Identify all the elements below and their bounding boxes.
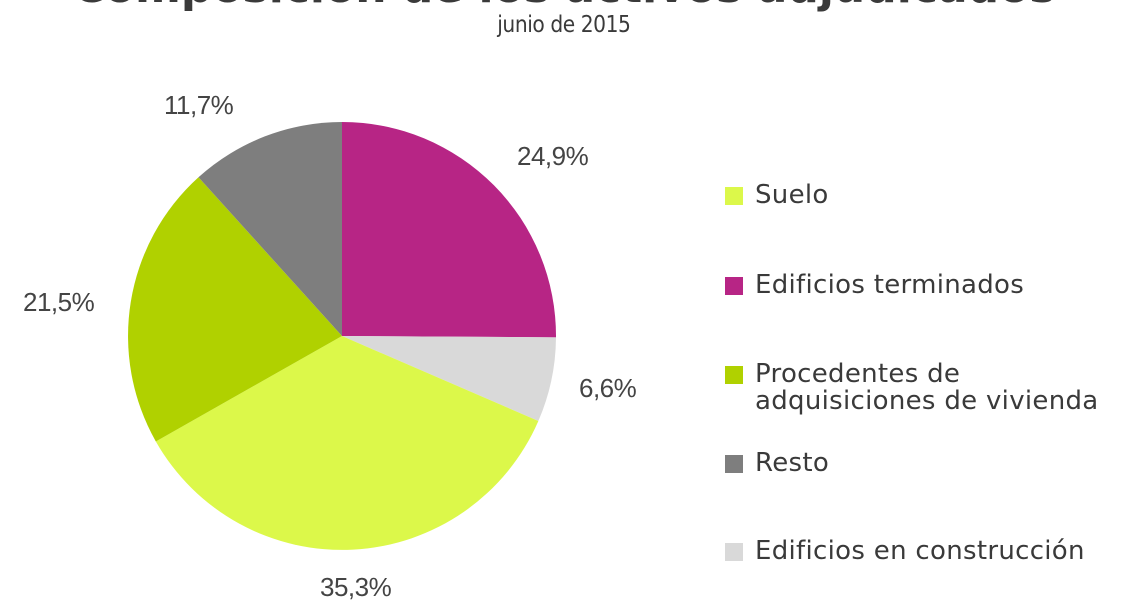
- chart-subtitle: junio de 2015: [497, 12, 631, 38]
- legend-item-procedentes: Procedentes de adquisiciones de vivienda: [725, 361, 1099, 415]
- swatch-suelo: [725, 187, 743, 205]
- label-resto: 11,7%: [164, 90, 234, 120]
- label-edificios-terminados: 24,9%: [517, 141, 589, 171]
- swatch-resto: [725, 455, 743, 473]
- label-procedentes: 21,5%: [23, 287, 95, 317]
- slice-procedentes: [128, 177, 342, 442]
- slice-edificios-terminados: [342, 122, 557, 338]
- legend-item-suelo: Suelo: [725, 182, 829, 209]
- label-suelo: 35,3%: [320, 572, 392, 602]
- legend-label-edificios-construccion: Edificios en construcción: [755, 536, 1085, 566]
- legend-label-edificios-terminados: Edificios terminados: [755, 270, 1025, 300]
- legend-label-suelo: Suelo: [755, 180, 829, 210]
- legend-label-resto: Resto: [755, 448, 830, 478]
- legend-label-procedentes-line2: adquisiciones de vivienda: [755, 386, 1099, 416]
- legend-item-edificios-construccion: Edificios en construcción: [725, 538, 1085, 565]
- label-edificios-construccion: 6,6%: [579, 373, 637, 403]
- slice-resto: [198, 122, 342, 336]
- legend-item-edificios-terminados: Edificios terminados: [725, 272, 1024, 299]
- slice-suelo: [155, 336, 539, 550]
- swatch-edificios-construccion: [725, 543, 743, 561]
- slice-edificios-construccion: [342, 336, 556, 421]
- legend-label-procedentes-line1: Procedentes de: [755, 359, 961, 389]
- chart-title: Composición de los activos adjudicados: [0, 0, 1128, 13]
- swatch-procedentes: [725, 366, 743, 384]
- legend-item-resto: Resto: [725, 450, 829, 477]
- swatch-edificios-terminados: [725, 277, 743, 295]
- legend-label-procedentes: Procedentes de adquisiciones de vivienda: [755, 361, 1099, 415]
